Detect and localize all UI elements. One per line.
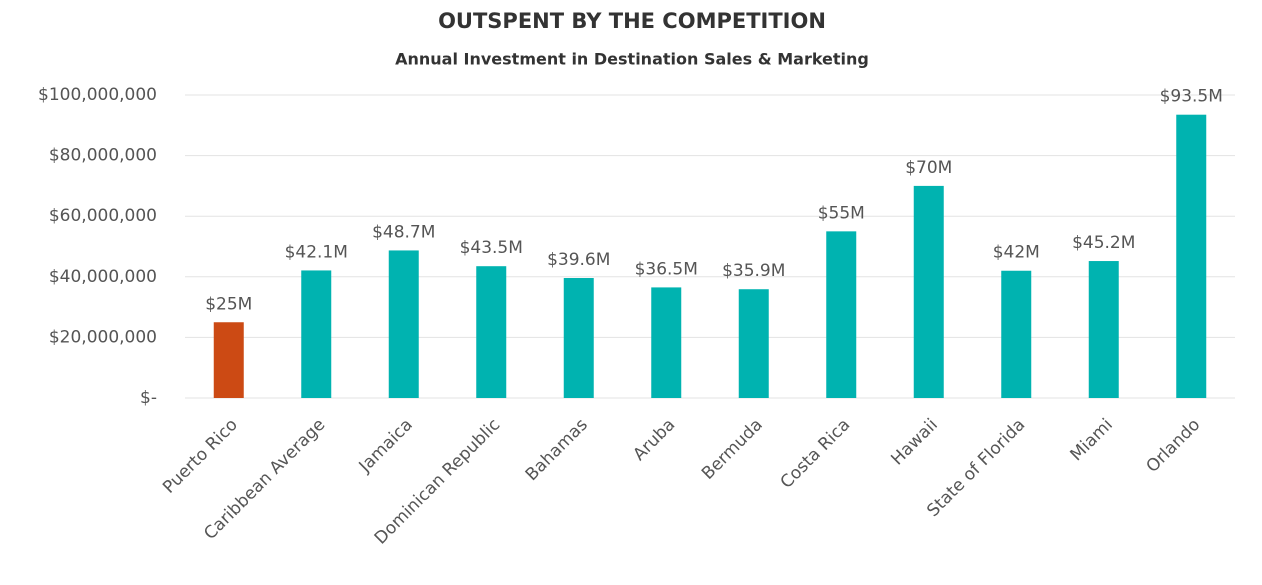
- value-label: $42.1M: [285, 242, 348, 262]
- bar: [563, 278, 594, 398]
- x-tick-label: Bermuda: [698, 415, 767, 484]
- bar: [738, 289, 769, 398]
- y-tick-label: $80,000,000: [49, 146, 157, 166]
- x-tick-label: Miami: [1067, 415, 1117, 465]
- y-tick-label: $20,000,000: [49, 327, 157, 347]
- bar: [651, 287, 682, 398]
- value-label: $42M: [993, 243, 1040, 263]
- value-label: $93.5M: [1160, 87, 1223, 107]
- chart-subtitle: Annual Investment in Destination Sales &…: [395, 50, 869, 69]
- y-tick-label: $100,000,000: [38, 85, 157, 105]
- value-label: $43.5M: [460, 238, 523, 258]
- bar: [213, 322, 244, 398]
- chart-title: OUTSPENT BY THE COMPETITION: [438, 9, 826, 33]
- y-tick-label: $60,000,000: [49, 206, 157, 226]
- value-label: $35.9M: [722, 261, 785, 281]
- bar: [1176, 114, 1207, 398]
- value-label: $55M: [818, 203, 865, 223]
- value-label: $25M: [205, 294, 252, 314]
- x-tick-label: Orlando: [1142, 415, 1204, 477]
- bar: [1088, 261, 1119, 398]
- bar: [476, 266, 507, 398]
- value-label: $39.6M: [547, 250, 610, 270]
- x-tick-label: Costa Rica: [777, 415, 855, 493]
- bar: [388, 250, 419, 398]
- value-label: $70M: [905, 158, 952, 178]
- bar: [913, 185, 944, 398]
- y-tick-label: $-: [140, 388, 157, 408]
- x-tick-label: Hawaii: [887, 415, 941, 469]
- x-tick-label: Puerto Rico: [159, 415, 242, 498]
- x-tick-label: Aruba: [629, 415, 679, 465]
- x-tick-label: Jamaica: [355, 415, 417, 477]
- value-label: $48.7M: [372, 222, 435, 242]
- bar: [301, 270, 332, 398]
- bar: [1001, 270, 1032, 398]
- x-tick-label: Bahamas: [522, 415, 592, 485]
- value-label: $36.5M: [635, 259, 698, 279]
- value-label: $45.2M: [1072, 233, 1135, 253]
- bar: [826, 231, 857, 398]
- y-tick-label: $40,000,000: [49, 267, 157, 287]
